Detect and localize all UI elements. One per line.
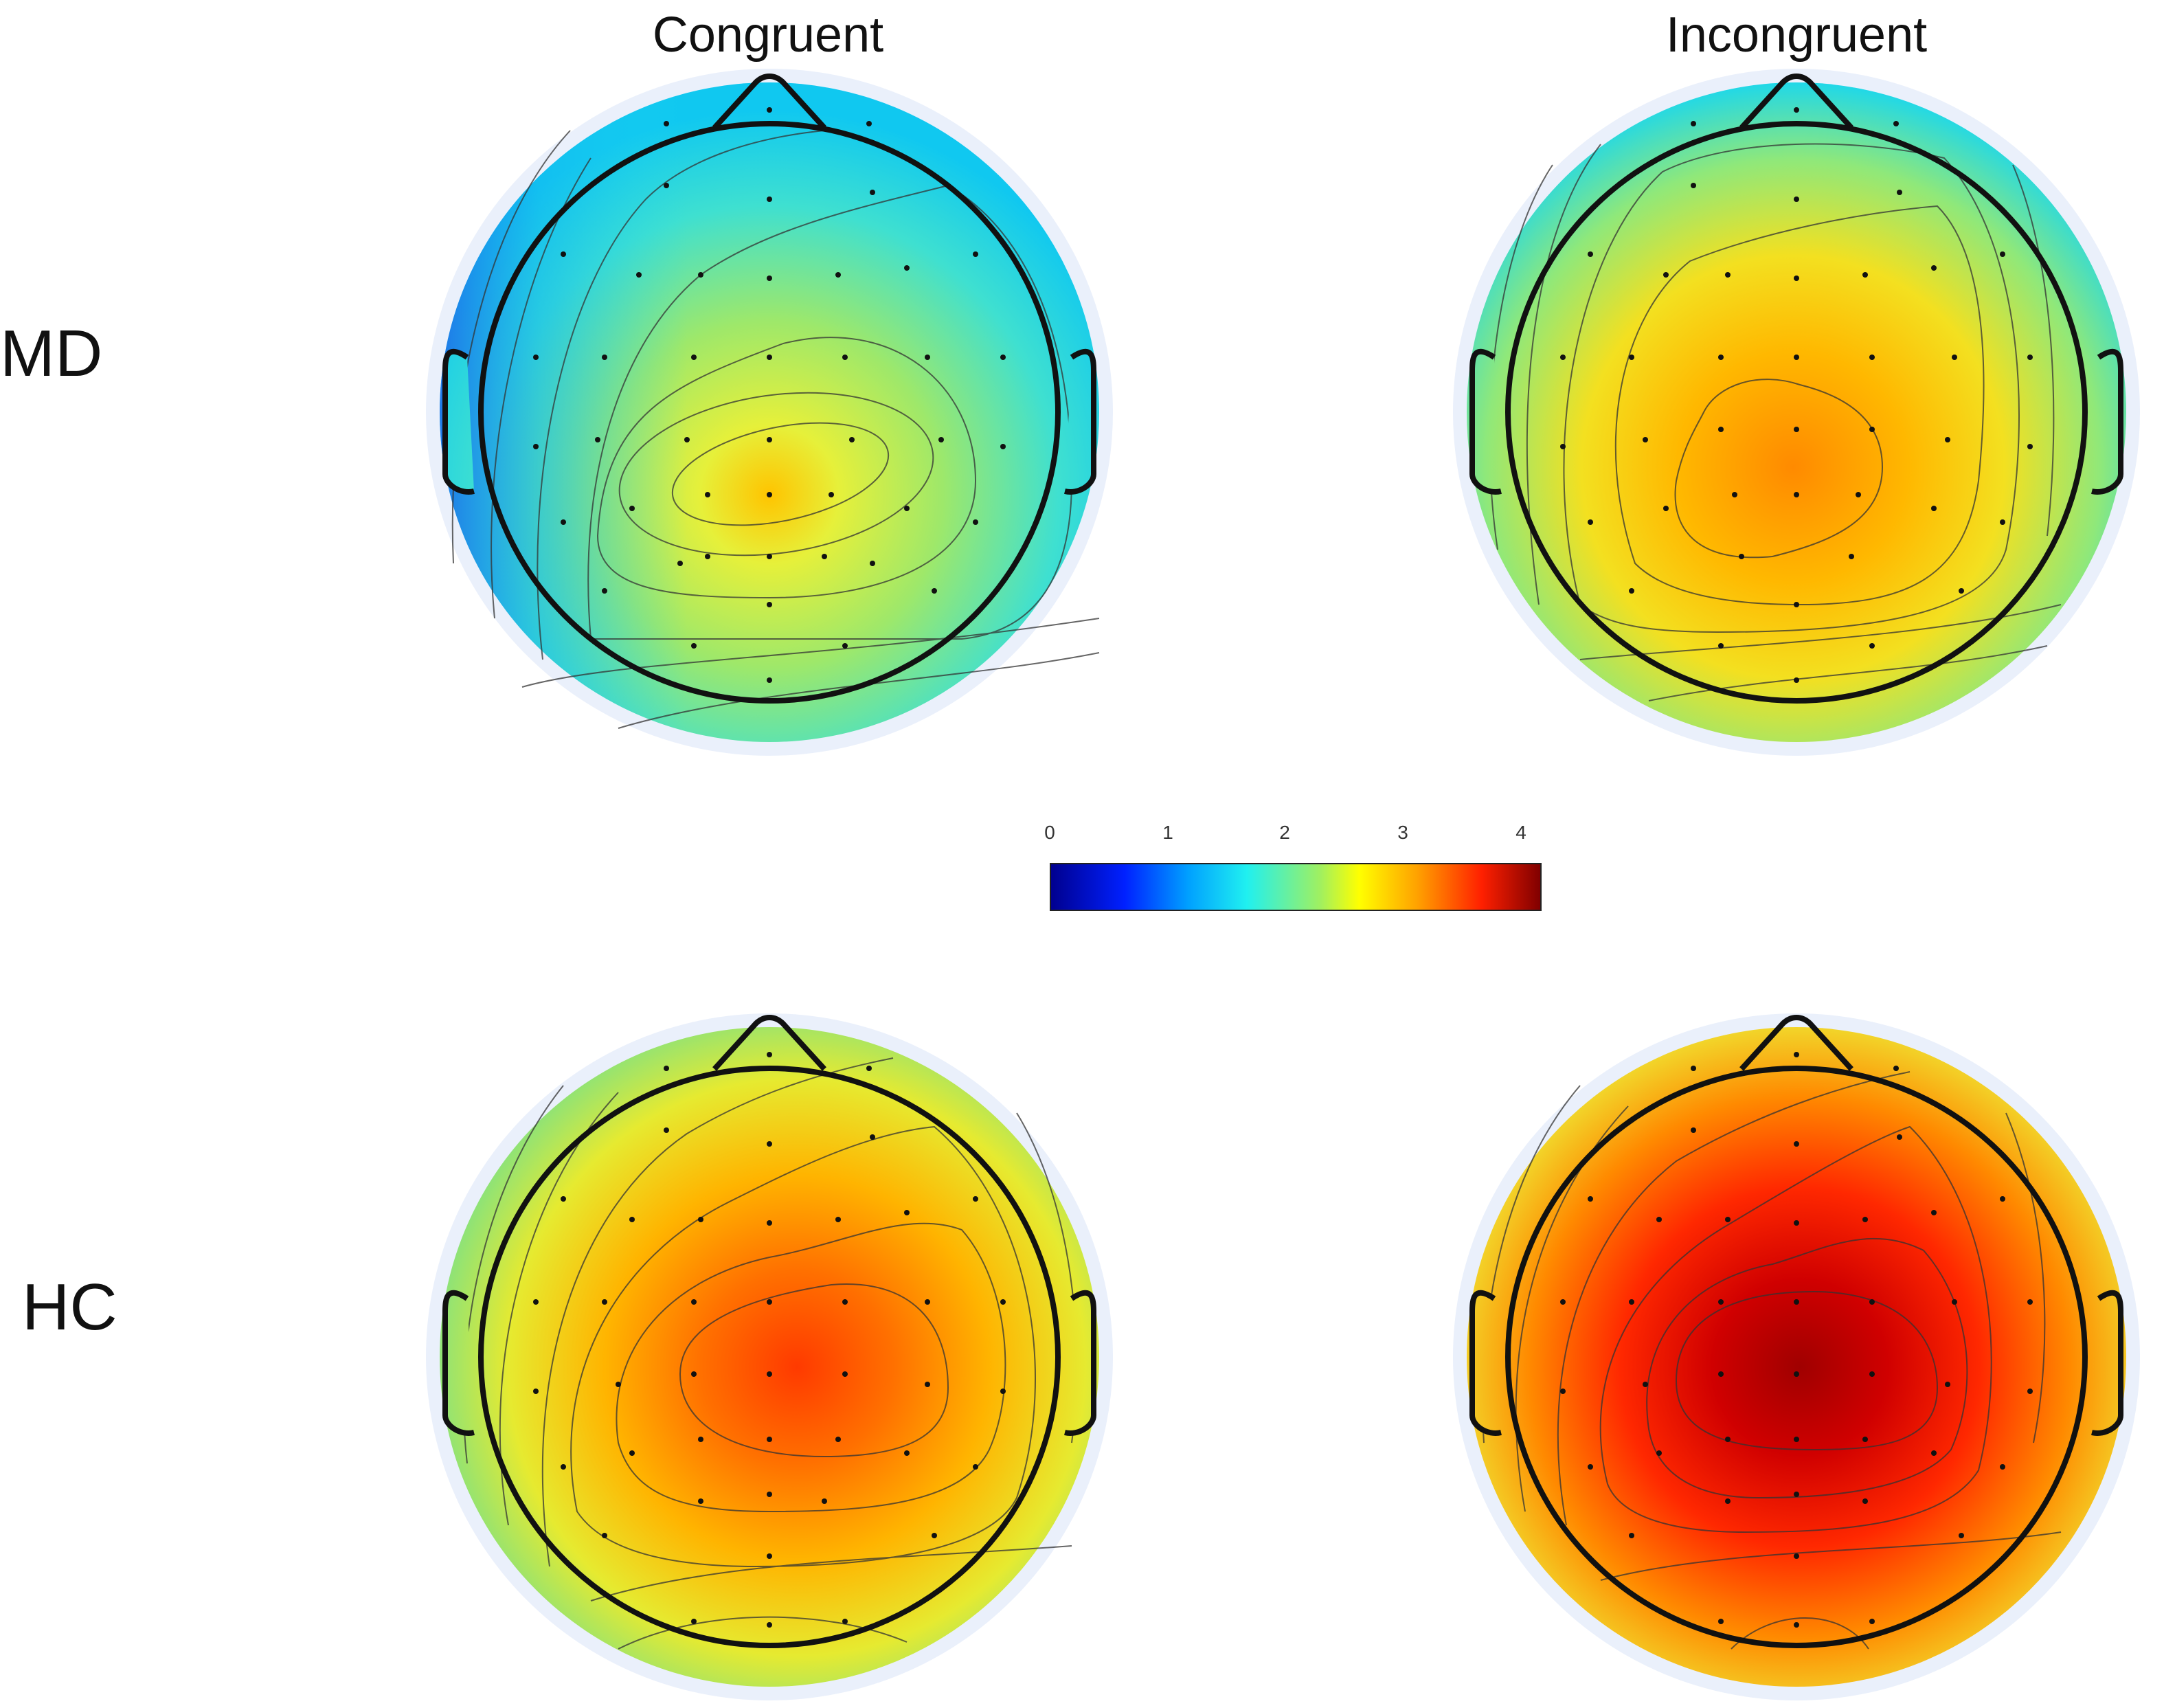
colorbar-tick: 3 — [1397, 822, 1408, 843]
colorbar-tick: 0 — [1044, 822, 1055, 843]
row-label-hc: HC — [22, 1270, 117, 1344]
colorbar-tick: 1 — [1162, 822, 1173, 843]
column-title-incongruent: Incongruent — [1665, 8, 1928, 63]
colorbar — [1050, 863, 1542, 911]
head-map-hc-congruent — [426, 1013, 1113, 1700]
head-map-hc-incongruent — [1453, 1013, 2140, 1700]
colorbar-tick: 4 — [1515, 822, 1526, 843]
colorbar-tick: 2 — [1279, 822, 1290, 843]
head-map-md-incongruent — [1453, 69, 2140, 756]
row-label-md: MD — [0, 317, 103, 390]
column-title-congruent: Congruent — [652, 8, 884, 63]
head-map-md-congruent — [426, 69, 1113, 756]
